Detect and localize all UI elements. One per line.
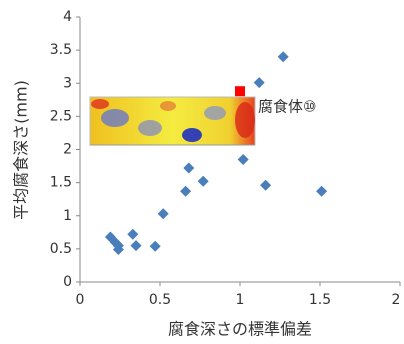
x-tick-label: 0 [76, 292, 85, 308]
y-axis-title: 平均腐食深さ(mm) [12, 80, 31, 220]
data-point [235, 86, 245, 96]
y-tick-label: 1 [63, 208, 72, 224]
data-point [238, 154, 249, 165]
point-label: 腐食体⑩ [258, 98, 316, 116]
data-point [127, 229, 138, 240]
x-tick-label: 0.5 [149, 292, 171, 308]
data-point [150, 241, 161, 252]
x-axis-title: 腐食深さの標準偏差 [168, 320, 312, 339]
y-tick-label: 0.5 [50, 241, 72, 257]
data-point [183, 163, 194, 174]
data-point [254, 77, 265, 88]
x-tick-label: 1.5 [309, 292, 331, 308]
y-tick-label: 1.5 [50, 175, 72, 191]
data-point [131, 240, 142, 251]
data-point [316, 186, 327, 197]
data-point [260, 180, 271, 191]
y-tick-label: 2 [63, 142, 72, 158]
x-tick-label: 1 [236, 292, 245, 308]
y-tick-label: 3.5 [50, 42, 72, 58]
page: {"chart_data": {"type": "scatter", "x_la… [0, 0, 404, 344]
data-point [198, 176, 209, 187]
data-point [158, 208, 169, 219]
y-tick-label: 2.5 [50, 108, 72, 124]
data-point [278, 51, 289, 62]
data-point [180, 186, 191, 197]
x-tick-label: 2 [392, 292, 401, 308]
y-tick-label: 4 [63, 9, 72, 25]
chart: 腐食深さの標準偏差 平均腐食深さ(mm) 0 0.5 1 1.5 2 2.5 3 3.5 4 0 0… [0, 0, 404, 344]
inset-image [90, 97, 255, 145]
y-tick-label: 0 [63, 274, 72, 290]
y-tick-label: 3 [63, 75, 72, 91]
